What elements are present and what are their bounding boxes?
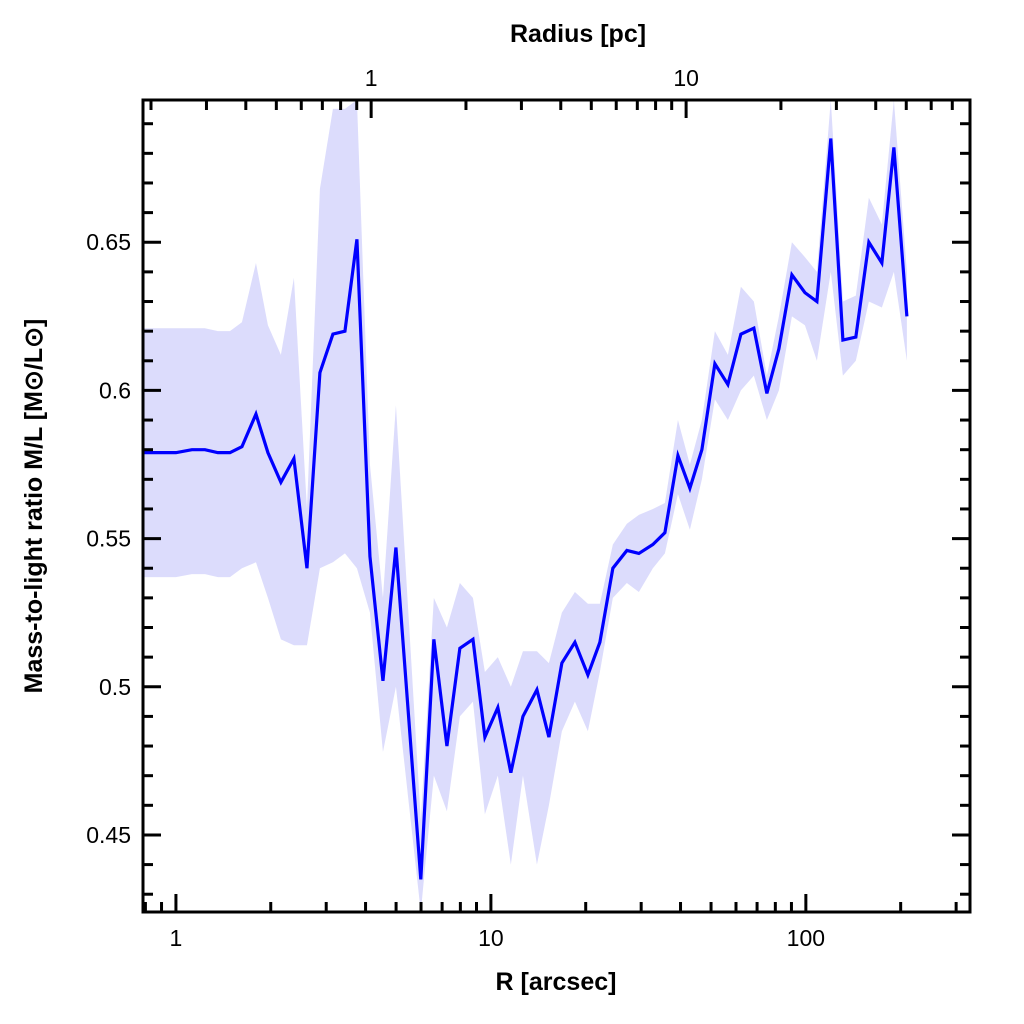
y-tick-label: 0.55 <box>86 526 131 552</box>
x-tick-label: 100 <box>787 925 825 951</box>
x-tick-label: 1 <box>170 925 183 951</box>
line-layer <box>143 138 909 880</box>
top-x-axis-label: Radius [pc] <box>510 20 646 48</box>
x-axis-label: R [arcsec] <box>496 968 617 996</box>
y-tick-label: 0.5 <box>99 674 131 700</box>
top-x-tick-label: 1 <box>365 65 378 91</box>
ml-ratio-line <box>143 138 909 880</box>
top-x-tick-label: 10 <box>673 65 699 91</box>
error-band-layer <box>143 100 907 912</box>
x-tick-label: 10 <box>478 925 504 951</box>
plot-frame <box>141 98 972 914</box>
y-tick-label: 0.65 <box>86 229 131 255</box>
tick-layer: 1 10 100 1 10 0.45 0.5 0.55 0.6 0.65 <box>86 65 970 951</box>
y-tick-label: 0.45 <box>86 822 131 848</box>
error-band <box>143 100 907 912</box>
y-tick-label: 0.6 <box>99 377 131 403</box>
y-axis-label: Mass-to-light ratio M/L [M⊙/L⊙] <box>20 319 48 694</box>
